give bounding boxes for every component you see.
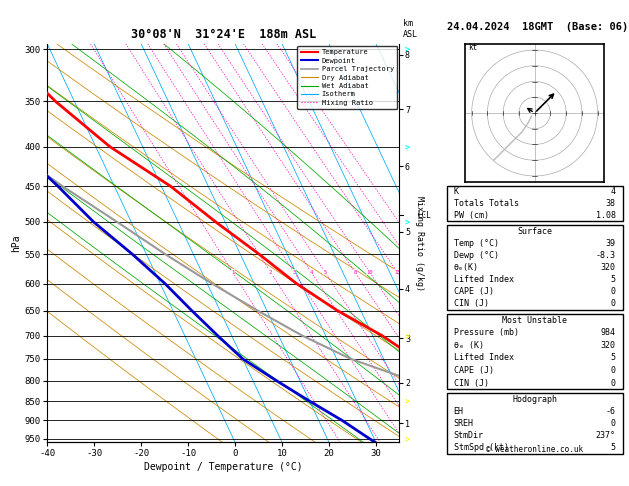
Text: >: >	[404, 217, 409, 226]
Text: Hodograph: Hodograph	[512, 395, 557, 404]
Text: 0: 0	[611, 366, 616, 375]
Text: 4: 4	[611, 188, 616, 196]
Text: -8.3: -8.3	[596, 251, 616, 260]
Text: 5: 5	[611, 275, 616, 284]
Text: StmSpd (kt): StmSpd (kt)	[454, 443, 509, 452]
Text: -6: -6	[606, 407, 616, 416]
Text: km
ASL: km ASL	[403, 19, 418, 39]
Text: SREH: SREH	[454, 419, 474, 428]
Text: Dewp (°C): Dewp (°C)	[454, 251, 499, 260]
Text: 5: 5	[323, 270, 326, 275]
Text: >: >	[404, 397, 409, 406]
Text: Surface: Surface	[517, 226, 552, 236]
Text: CIN (J): CIN (J)	[454, 299, 489, 309]
Text: 10: 10	[366, 270, 373, 275]
Text: θₑ(K): θₑ(K)	[454, 263, 479, 272]
Text: Lifted Index: Lifted Index	[454, 275, 514, 284]
Text: CAPE (J): CAPE (J)	[454, 366, 494, 375]
Text: Lifted Index: Lifted Index	[454, 353, 514, 363]
Text: 3: 3	[292, 270, 296, 275]
Text: 4: 4	[309, 270, 313, 275]
Text: 0: 0	[611, 419, 616, 428]
Legend: Temperature, Dewpoint, Parcel Trajectory, Dry Adiabat, Wet Adiabat, Isotherm, Mi: Temperature, Dewpoint, Parcel Trajectory…	[298, 46, 398, 109]
Text: 15: 15	[394, 270, 401, 275]
X-axis label: Dewpoint / Temperature (°C): Dewpoint / Temperature (°C)	[144, 462, 303, 472]
Text: >: >	[404, 45, 409, 54]
Y-axis label: Mixing Ratio (g/kg): Mixing Ratio (g/kg)	[415, 195, 424, 291]
Text: >: >	[404, 434, 409, 443]
Text: LCL: LCL	[417, 210, 431, 220]
Text: EH: EH	[454, 407, 464, 416]
Text: © weatheronline.co.uk: © weatheronline.co.uk	[486, 445, 583, 454]
Text: K: K	[454, 188, 459, 196]
Text: 0: 0	[611, 379, 616, 387]
Text: 5: 5	[611, 353, 616, 363]
Text: 38: 38	[606, 199, 616, 208]
Text: >: >	[404, 331, 409, 340]
Title: 30°08'N  31°24'E  188m ASL: 30°08'N 31°24'E 188m ASL	[131, 28, 316, 41]
Text: 1.08: 1.08	[596, 211, 616, 220]
Text: Most Unstable: Most Unstable	[502, 316, 567, 325]
Text: CAPE (J): CAPE (J)	[454, 287, 494, 296]
Text: 0: 0	[611, 299, 616, 309]
Text: kt: kt	[469, 43, 478, 52]
Text: Totals Totals: Totals Totals	[454, 199, 519, 208]
Text: 5: 5	[611, 443, 616, 452]
Text: 24.04.2024  18GMT  (Base: 06): 24.04.2024 18GMT (Base: 06)	[447, 21, 628, 32]
Text: CIN (J): CIN (J)	[454, 379, 489, 387]
Text: PW (cm): PW (cm)	[454, 211, 489, 220]
Y-axis label: hPa: hPa	[11, 234, 21, 252]
Text: 984: 984	[601, 328, 616, 337]
Text: StmDir: StmDir	[454, 431, 484, 440]
Text: θₑ (K): θₑ (K)	[454, 341, 484, 350]
Text: 39: 39	[606, 239, 616, 248]
Text: Pressure (mb): Pressure (mb)	[454, 328, 519, 337]
Text: 0: 0	[611, 287, 616, 296]
Text: >: >	[404, 142, 409, 151]
Text: 1: 1	[231, 270, 234, 275]
Text: 2: 2	[269, 270, 272, 275]
Text: 237°: 237°	[596, 431, 616, 440]
Text: 320: 320	[601, 341, 616, 350]
Text: 8: 8	[353, 270, 357, 275]
Text: 320: 320	[601, 263, 616, 272]
Text: Temp (°C): Temp (°C)	[454, 239, 499, 248]
